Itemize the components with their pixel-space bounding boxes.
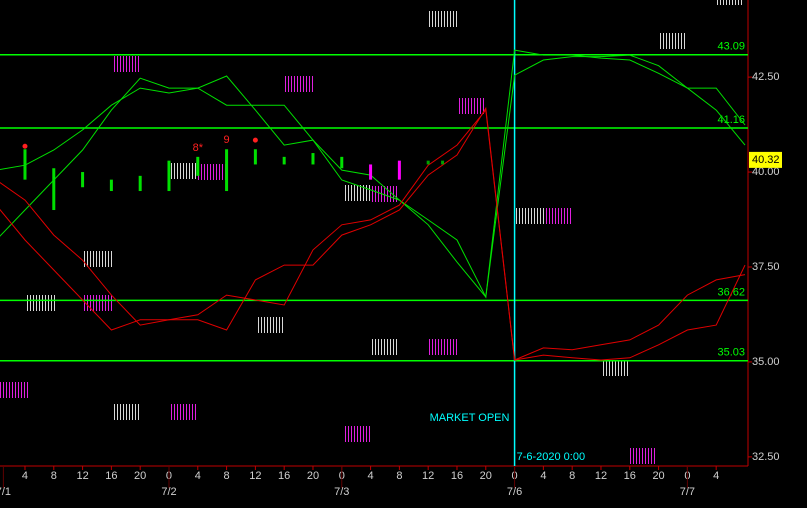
zone [170, 163, 198, 179]
x-tick-label: 4 [195, 470, 201, 482]
y-tick-label: 32.50 [752, 451, 780, 463]
x-tick-label: 16 [451, 470, 463, 482]
y-tick-label: 42.50 [752, 71, 780, 83]
zone [84, 251, 112, 267]
x-tick-label: 8 [396, 470, 402, 482]
x-tick-label: 20 [480, 470, 492, 482]
zone [343, 185, 371, 201]
x-tick-label: 4 [713, 470, 719, 482]
x-tick-label: 12 [595, 470, 607, 482]
x-tick-label: 16 [105, 470, 117, 482]
x-tick-label: 12 [249, 470, 261, 482]
zone [601, 360, 629, 376]
zone [458, 98, 486, 114]
zone [113, 56, 141, 72]
date-tick-label: 7/3 [334, 486, 349, 498]
x-tick-label: 20 [134, 470, 146, 482]
zone [257, 317, 285, 333]
zone [27, 295, 55, 311]
x-tick-label: 12 [76, 470, 88, 482]
zone [0, 382, 28, 398]
zone [629, 448, 657, 464]
last-price-box [749, 151, 782, 168]
annotation: 9 [224, 134, 230, 146]
date-tick-label: 7/6 [507, 486, 522, 498]
zone [516, 208, 544, 224]
level-label: 35.03 [717, 347, 745, 359]
date-tick-label: 7/1 [0, 486, 11, 498]
annotation: 8* [193, 142, 204, 154]
level-label: 36.62 [717, 286, 745, 298]
zone [113, 404, 141, 420]
signal-dot [22, 143, 28, 149]
y-tick-label: 35.00 [752, 356, 780, 368]
y-tick-label: 40.00 [752, 166, 780, 178]
market-open-label: MARKET OPEN [430, 412, 510, 424]
date-tick-label: 7/2 [161, 486, 176, 498]
y-tick-label: 37.50 [752, 261, 780, 273]
x-tick-label: 20 [652, 470, 664, 482]
x-tick-label: 4 [368, 470, 374, 482]
level-label: 43.09 [717, 41, 745, 53]
zone [658, 33, 686, 49]
x-tick-label: 8 [569, 470, 575, 482]
hatched-zones [0, 0, 744, 464]
x-tick-label: 8 [224, 470, 230, 482]
x-tick-label: 4 [22, 470, 28, 482]
x-tick-label: 4 [540, 470, 546, 482]
price-line [0, 108, 746, 361]
x-tick-label: 8 [51, 470, 57, 482]
x-tick-label: 20 [307, 470, 319, 482]
market-open-time: 7-6-2020 0:00 [517, 451, 586, 463]
zone [429, 339, 457, 355]
zone [198, 164, 226, 180]
zone [285, 76, 313, 92]
last-price-label: 40.32 [752, 154, 780, 166]
x-tick-label: 12 [422, 470, 434, 482]
x-tick-label: 16 [278, 470, 290, 482]
zone [716, 0, 744, 5]
price-line [0, 106, 746, 361]
zone [84, 295, 112, 311]
zone [371, 339, 399, 355]
date-tick-label: 7/7 [680, 486, 695, 498]
zone [371, 186, 399, 202]
x-tick-label: 16 [624, 470, 636, 482]
zone [429, 11, 457, 27]
signal-dot [252, 137, 258, 143]
zone [343, 426, 371, 442]
zone [170, 404, 198, 420]
zone [544, 208, 572, 224]
